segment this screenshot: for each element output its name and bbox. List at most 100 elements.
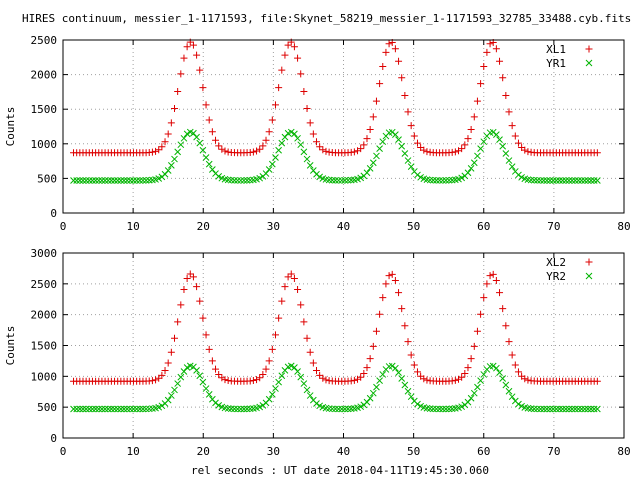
data-point-YR2 xyxy=(111,405,118,413)
data-point-XL1 xyxy=(208,128,216,136)
data-point-YR2 xyxy=(231,405,238,413)
data-point-YR1 xyxy=(108,177,115,184)
data-point-XL1 xyxy=(322,147,330,155)
data-point-YR2 xyxy=(376,377,383,385)
data-point-YR2 xyxy=(581,405,589,413)
data-point-XL2 xyxy=(265,357,273,365)
data-point-YR2 xyxy=(126,405,134,413)
data-point-XL1 xyxy=(271,101,279,109)
data-point-XL1 xyxy=(502,91,510,99)
series-XL2 xyxy=(70,270,601,385)
data-point-YR2 xyxy=(177,373,185,381)
data-point-XL1 xyxy=(183,43,191,51)
data-point-YR2 xyxy=(300,380,308,387)
data-point-XL2 xyxy=(401,322,409,330)
data-point-YR1 xyxy=(167,162,175,169)
data-point-YR2 xyxy=(117,405,125,413)
data-point-XL1 xyxy=(290,43,298,51)
data-point-YR1 xyxy=(291,130,298,138)
data-point-XL2 xyxy=(275,314,283,322)
data-point-YR1 xyxy=(379,138,387,146)
data-point-YR2 xyxy=(174,380,182,387)
data-point-YR1 xyxy=(82,177,90,184)
data-point-YR1 xyxy=(199,146,207,154)
data-point-YR1 xyxy=(369,159,377,167)
data-point-YR1 xyxy=(133,177,140,184)
data-point-XL2 xyxy=(483,280,491,288)
legend-symbol xyxy=(585,258,593,266)
data-point-YR2 xyxy=(474,383,481,391)
data-point-XL1 xyxy=(496,57,504,65)
data-point-XL2 xyxy=(480,294,488,302)
data-point-XL2 xyxy=(161,367,169,375)
data-point-XL2 xyxy=(360,370,368,378)
x-tick-label: 70 xyxy=(547,220,560,233)
data-point-XL1 xyxy=(410,132,418,140)
data-point-YR1 xyxy=(537,177,544,184)
data-point-YR1 xyxy=(590,177,598,184)
data-point-XL2 xyxy=(218,374,226,382)
data-point-XL1 xyxy=(167,119,175,127)
data-point-XL2 xyxy=(357,373,365,381)
data-point-YR2 xyxy=(338,405,346,413)
data-point-YR2 xyxy=(89,405,96,413)
y-tick-label: 2000 xyxy=(31,309,58,322)
data-point-XL1 xyxy=(297,70,305,78)
data-point-YR2 xyxy=(227,405,235,413)
data-point-YR2 xyxy=(480,371,488,378)
y-tick-label: 500 xyxy=(37,172,57,185)
data-point-XL1 xyxy=(372,97,380,105)
plot-frame xyxy=(62,39,625,214)
data-point-YR2 xyxy=(332,405,339,413)
data-point-XL1 xyxy=(281,51,289,59)
data-point-YR1 xyxy=(196,139,204,147)
data-point-YR2 xyxy=(493,364,500,372)
data-point-XL2 xyxy=(189,273,197,281)
x-tick-label: 30 xyxy=(267,445,280,458)
data-point-XL1 xyxy=(253,147,261,155)
data-point-YR2 xyxy=(401,381,409,389)
data-point-YR2 xyxy=(171,386,178,394)
data-point-YR1 xyxy=(76,177,84,184)
y-axis-label: Counts xyxy=(4,326,17,366)
data-point-XL2 xyxy=(290,275,298,283)
data-point-YR2 xyxy=(515,400,522,408)
data-point-YR2 xyxy=(180,368,188,375)
data-point-YR2 xyxy=(407,393,415,401)
data-point-XL1 xyxy=(511,132,519,140)
data-point-YR2 xyxy=(243,405,251,413)
data-point-XL1 xyxy=(265,128,273,136)
data-point-XL1 xyxy=(376,80,384,88)
data-point-YR2 xyxy=(439,405,447,413)
data-point-YR2 xyxy=(167,392,175,399)
data-point-XL1 xyxy=(492,45,500,53)
data-point-XL2 xyxy=(391,276,399,284)
data-point-YR1 xyxy=(429,176,437,184)
x-tick-label: 80 xyxy=(617,445,630,458)
data-point-YR2 xyxy=(82,405,90,413)
data-point-YR1 xyxy=(373,152,380,160)
data-point-XL2 xyxy=(388,270,396,278)
data-point-YR2 xyxy=(562,405,570,413)
data-point-XL2 xyxy=(271,331,279,339)
data-point-XL2 xyxy=(281,283,289,291)
data-point-XL1 xyxy=(193,51,201,59)
data-point-YR2 xyxy=(158,402,166,410)
data-point-YR2 xyxy=(369,389,377,397)
data-point-YR2 xyxy=(347,405,355,413)
data-point-YR2 xyxy=(549,405,557,413)
data-point-YR2 xyxy=(145,405,153,413)
data-point-XL2 xyxy=(212,365,220,373)
data-point-YR2 xyxy=(120,405,128,413)
x-tick-label: 30 xyxy=(267,220,280,233)
data-point-XL2 xyxy=(284,273,292,281)
data-point-YR1 xyxy=(193,133,200,141)
data-point-XL2 xyxy=(514,368,522,376)
x-tick-label: 70 xyxy=(547,445,560,458)
data-point-YR2 xyxy=(477,377,484,385)
data-point-YR2 xyxy=(568,405,576,413)
data-point-XL2 xyxy=(379,294,387,302)
data-point-XL1 xyxy=(218,145,226,153)
data-point-YR2 xyxy=(546,405,554,413)
